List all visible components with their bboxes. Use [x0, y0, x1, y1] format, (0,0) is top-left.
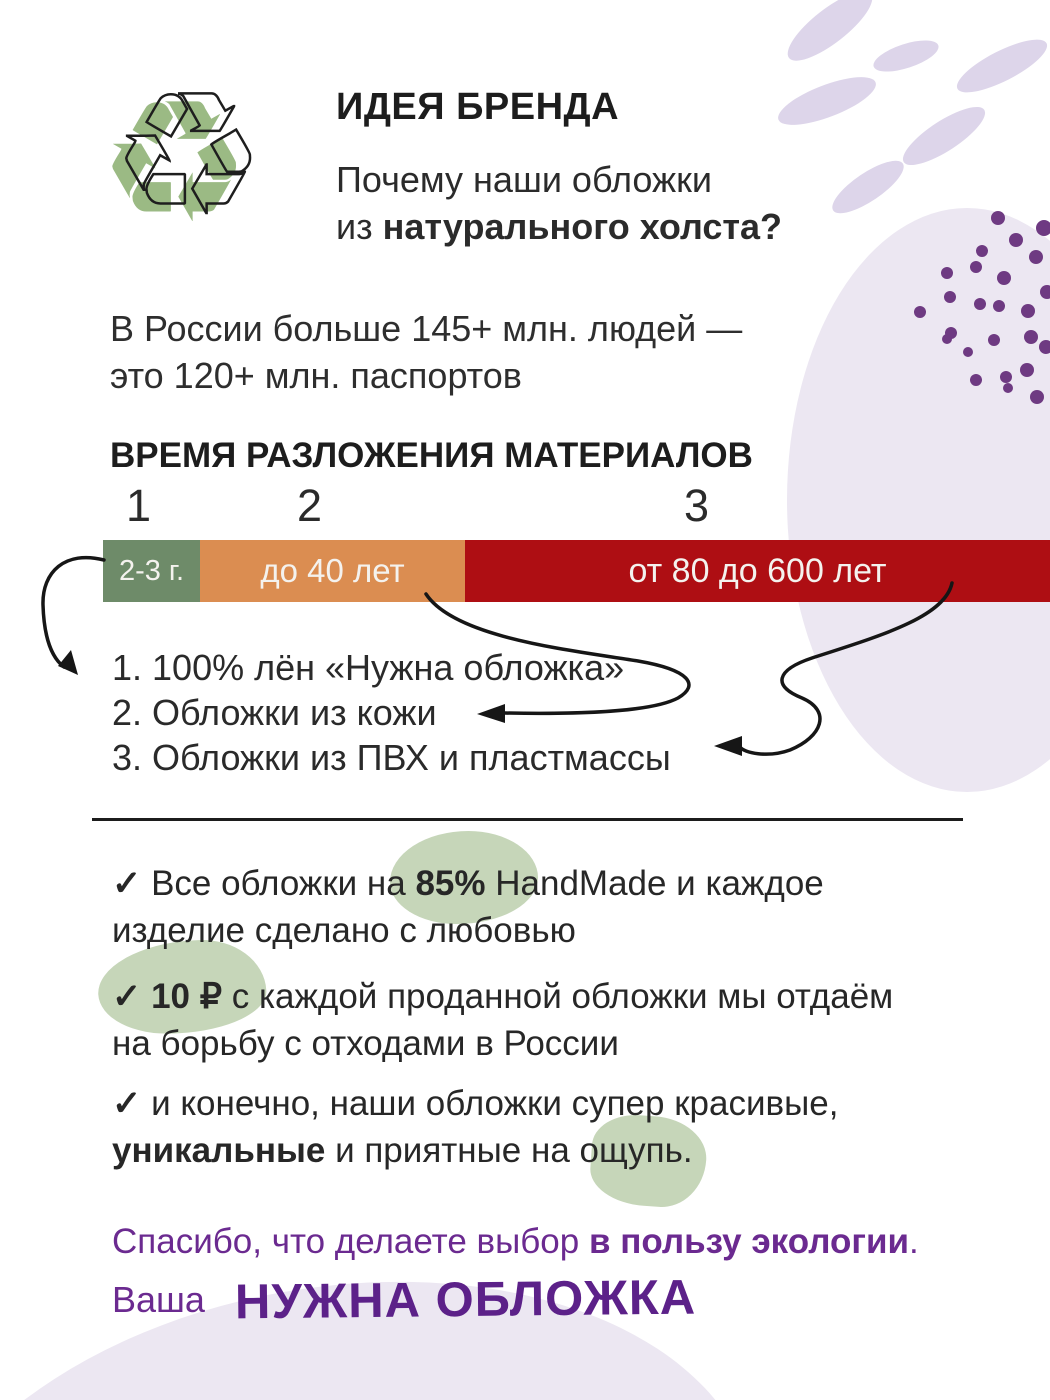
benefit-donation: ✓ 10 ₽ с каждой проданной обложки мы отд…: [112, 977, 894, 1063]
divider-line: [92, 818, 963, 821]
decomposition-heading: ВРЕМЯ РАЗЛОЖЕНИЯ МАТЕРИАЛОВ: [110, 436, 753, 475]
benefit-handmade: ✓ Все обложки на 85% HandMade и каждое из…: [112, 864, 824, 950]
page-title: ИДЕЯ БРЕНДА: [336, 86, 620, 128]
highlight-blob-85: [390, 831, 538, 924]
bar-segment-linen: 2-3 г.: [103, 540, 200, 602]
benefit-beauty: ✓ и конечно, наши обложки супер красивые…: [112, 1084, 839, 1170]
bar-segment-linen-label: 2-3 г.: [118, 554, 185, 587]
arrow-3-curve: [738, 581, 954, 756]
recycle-icon-outline: ♻: [111, 56, 266, 254]
thanks-text: Спасибо, что делаете выбор в пользу экол…: [112, 1222, 919, 1261]
materials-legend: 1. 100% лён «Нужна обложка» 2. Обложки и…: [112, 645, 671, 780]
arrow-3-head: [714, 736, 742, 756]
legend-item-2: 2. Обложки из кожи: [112, 692, 437, 733]
brand-logo: НУЖНА ОБЛОЖКА: [234, 1270, 697, 1330]
lavender-blob-right: [787, 208, 1050, 792]
decomposition-bar: 2-3 г. до 40 лет от 80 до 600 лет: [103, 540, 1050, 602]
recycle-icon-fill: ♻: [98, 64, 251, 262]
legend-item-1: 1. 100% лён «Нужна обложка»: [112, 647, 625, 688]
intro-text: В России больше 145+ млн. людей — это 120…: [110, 308, 743, 396]
bar-number-2: 2: [297, 480, 323, 531]
purple-dots: [914, 211, 1050, 404]
bar-segment-plastic: от 80 до 600 лет: [465, 540, 1050, 602]
bar-segment-leather-label: до 40 лет: [260, 552, 405, 589]
signature: Ваша НУЖНА ОБЛОЖКА: [112, 1270, 697, 1330]
recycle-icon: ♻ ♻: [98, 56, 293, 260]
signature-prefix: Ваша: [112, 1279, 205, 1320]
bar-segment-plastic-label: от 80 до 600 лет: [628, 551, 887, 590]
lavender-ovals: [778, 0, 1048, 214]
legend-item-3: 3. Обложки из ПВХ и пластмассы: [112, 737, 671, 778]
bar-number-3: 3: [684, 480, 710, 531]
page-subtitle: Почему наши обложки из натурального холст…: [336, 159, 782, 247]
bar-segment-leather: до 40 лет: [200, 540, 465, 602]
arrow-1-head: [58, 650, 78, 675]
bar-number-1: 1: [126, 480, 152, 531]
arrow-1-curve: [41, 555, 106, 669]
header: ИДЕЯ БРЕНДА Почему наши обложки из натура…: [336, 86, 782, 250]
